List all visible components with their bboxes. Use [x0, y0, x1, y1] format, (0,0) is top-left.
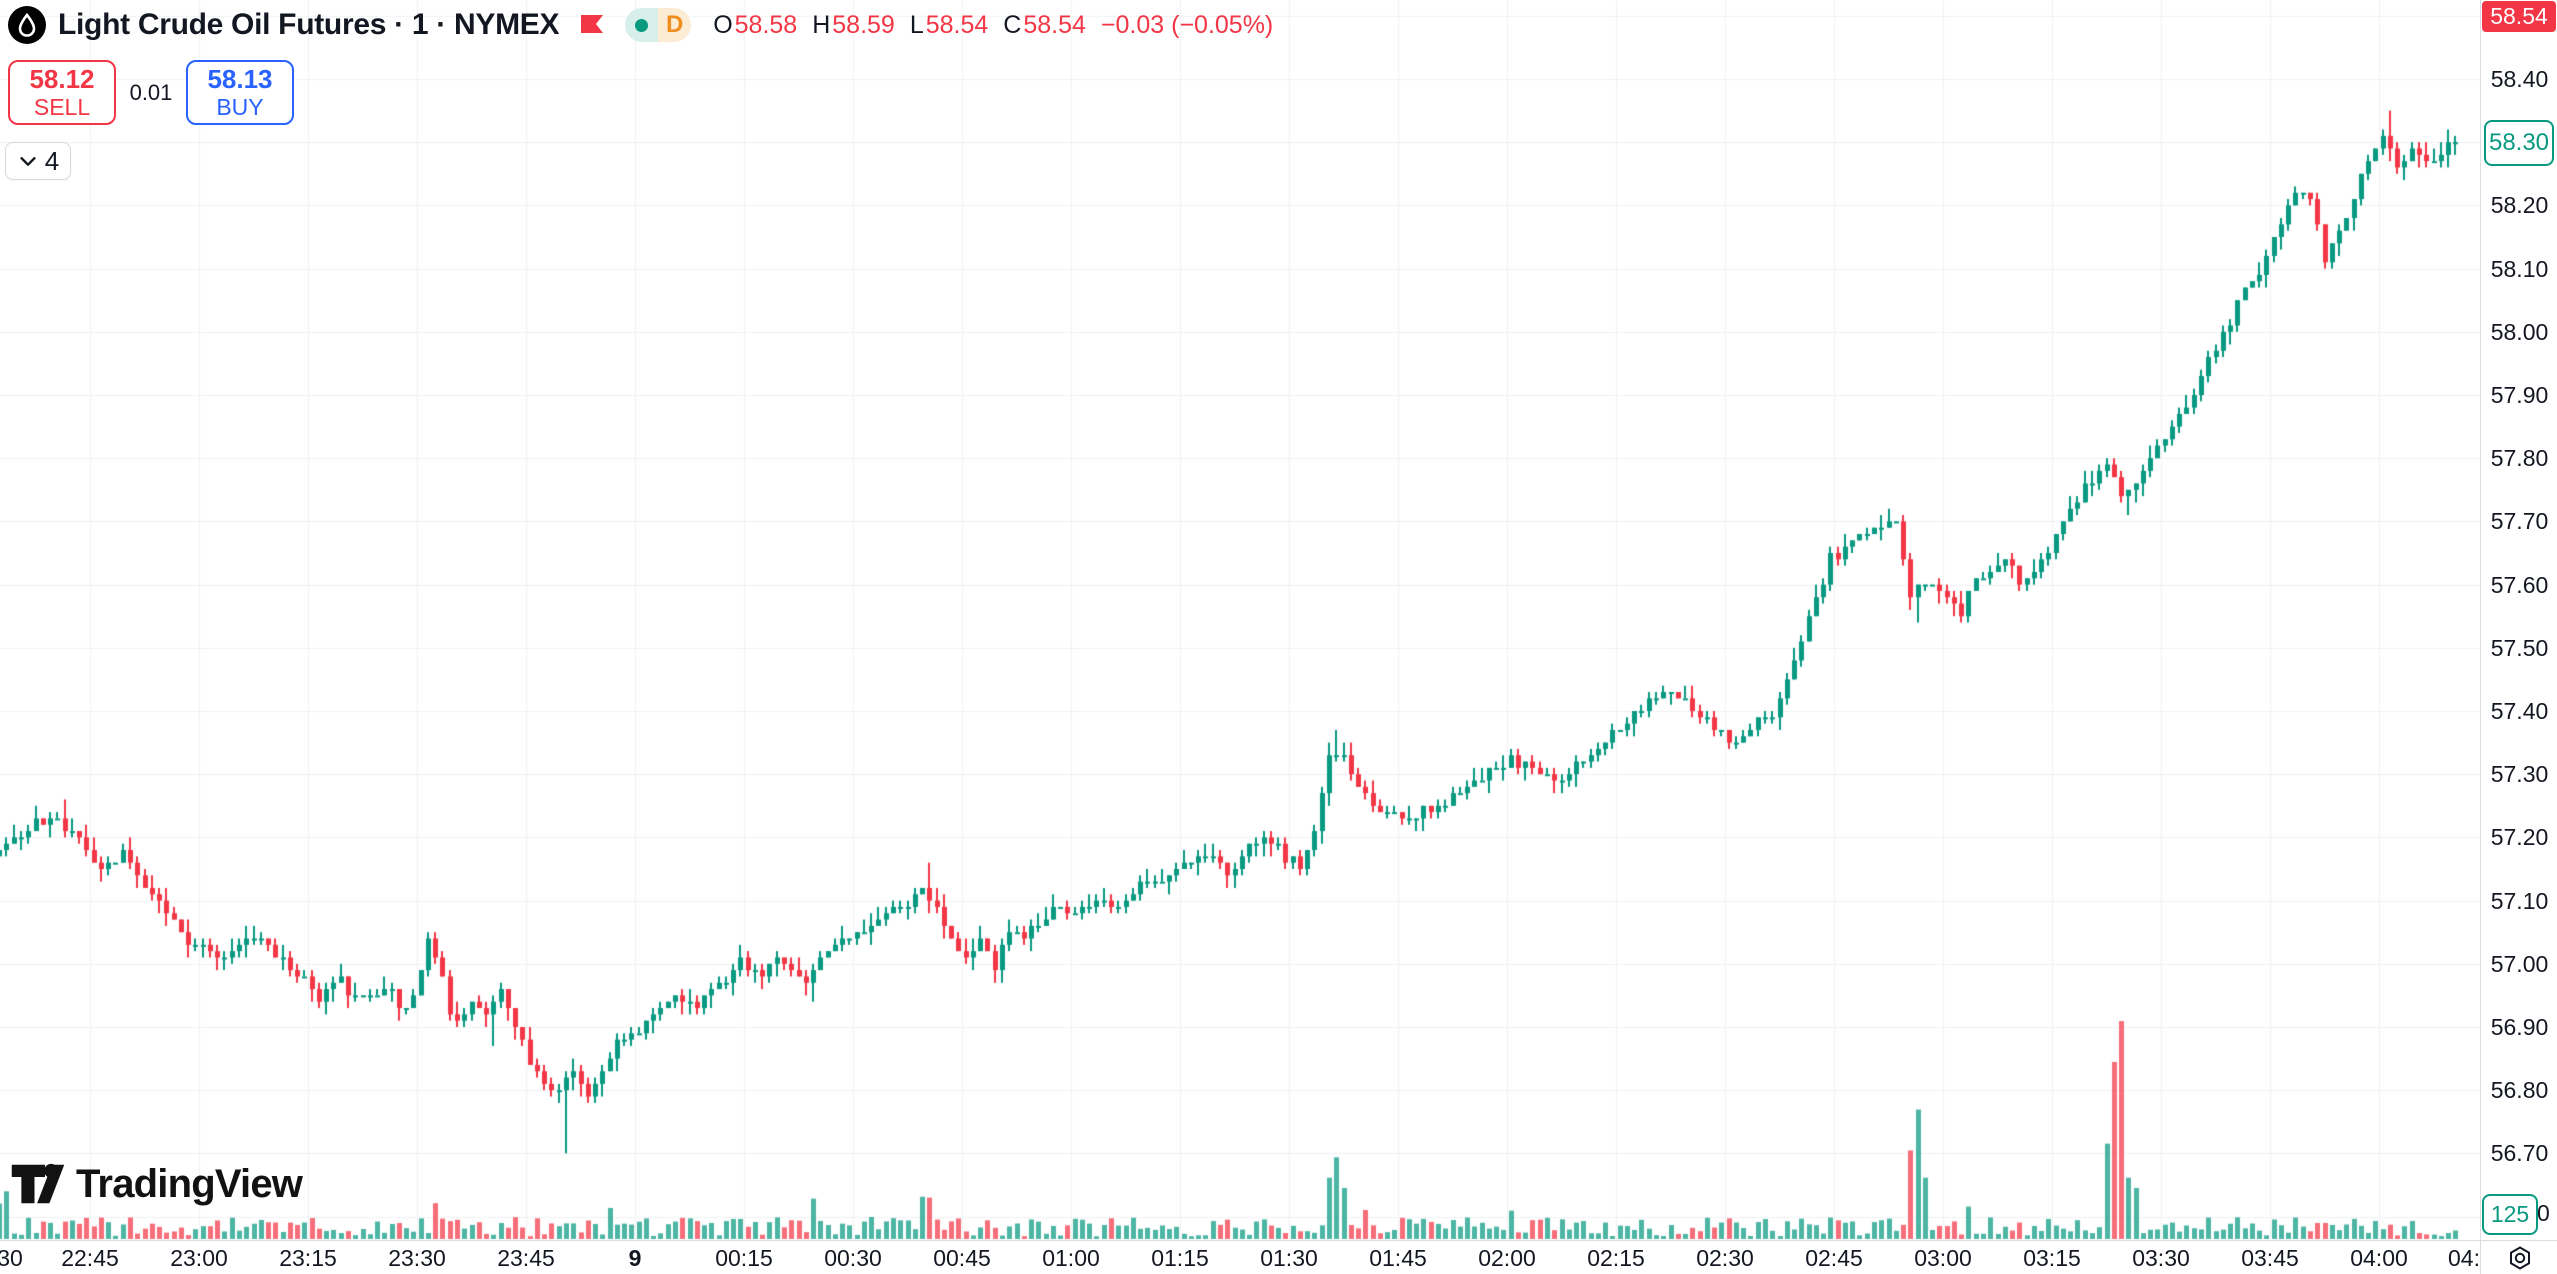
price-chart-canvas[interactable]	[0, 0, 2480, 1240]
price-tick-label: 57.80	[2490, 445, 2549, 472]
time-tick-label: 04:00	[2350, 1245, 2408, 1271]
time-tick-label: 23:45	[497, 1245, 555, 1271]
time-tick-label: 23:30	[388, 1245, 446, 1271]
time-tick-label: 01:15	[1151, 1245, 1209, 1271]
time-tick-label: 02:00	[1478, 1245, 1536, 1271]
time-tick-label: 03:30	[2132, 1245, 2190, 1271]
time-tick-label: 9	[628, 1245, 642, 1271]
time-tick-label: 01:00	[1042, 1245, 1100, 1271]
market-status-pill[interactable]: D	[625, 8, 692, 42]
time-tick-label: 04:	[2448, 1245, 2480, 1271]
market-open-dot-icon	[635, 18, 649, 32]
ohlc-legend: O 58.58 H 58.59 L 58.54 C 58.54 −0.03 (−0.05…	[713, 11, 1273, 40]
price-axis[interactable]: 56.70 56.80 56.90 57.00 57.10 57.20 57.30 57.40…	[2480, 0, 2557, 1240]
time-tick-label: 03:00	[1914, 1245, 1972, 1271]
trade-panel: 58.12 SELL 0.01 58.13 BUY	[0, 60, 294, 125]
time-tick-label: 02:15	[1587, 1245, 1645, 1271]
time-axis[interactable]: 30 22:45 23:00 23:15 23:30 23:45 9 00:15 00:30 00…	[0, 1240, 2480, 1274]
open-label: O	[713, 10, 733, 39]
time-tick-label: 01:30	[1260, 1245, 1318, 1271]
low-value: 58.54	[925, 10, 989, 39]
symbol-title[interactable]: Light Crude Oil Futures · 1 · NYMEX	[58, 8, 560, 41]
chevron-down-icon	[17, 150, 39, 172]
flag-icon[interactable]	[577, 10, 607, 40]
marked-price-label: 58.30	[2484, 120, 2554, 166]
market-open-indicator	[625, 8, 659, 42]
price-tick-label: 57.00	[2490, 950, 2549, 977]
low-label: L	[909, 10, 924, 39]
close-label: C	[1003, 10, 1022, 39]
price-tick-label: 56.70	[2490, 1140, 2549, 1167]
time-tick-label: 00:15	[715, 1245, 773, 1271]
sell-price: 58.12	[29, 63, 95, 94]
price-tick-label: 58.40	[2490, 66, 2549, 92]
time-tick-label: 03:45	[2241, 1245, 2299, 1271]
tradingview-wordmark: TradingView	[76, 1161, 303, 1206]
last-price-badge: 58.54	[2482, 1, 2556, 32]
price-tick-label: 56.90	[2490, 1014, 2549, 1040]
sell-button[interactable]: 58.12 SELL	[8, 60, 116, 125]
change-value: −0.03 (−0.05%)	[1100, 10, 1274, 39]
buy-price: 58.13	[207, 63, 273, 94]
time-tick-label: 02:45	[1805, 1245, 1863, 1271]
price-tick-label: 58.20	[2490, 192, 2549, 219]
delayed-data-indicator: D	[658, 8, 692, 42]
price-tick-label: 57.90	[2490, 382, 2549, 408]
buy-label: BUY	[216, 94, 264, 121]
time-tick-label: 03:15	[2023, 1245, 2081, 1271]
price-tick-label: 58.00	[2490, 318, 2549, 345]
price-tick-label: 57.40	[2490, 698, 2549, 724]
price-tick-label: 57.30	[2490, 761, 2549, 788]
price-tick-label: 56.80	[2490, 1077, 2549, 1104]
price-tick-label: 57.10	[2490, 887, 2549, 914]
volume-value-label: 125	[2482, 1194, 2538, 1235]
time-tick-label: 00:30	[824, 1245, 882, 1271]
gear-icon	[2507, 1245, 2533, 1271]
time-tick-label: 22:45	[61, 1245, 119, 1271]
drawings-count: 4	[44, 145, 60, 176]
time-tick-label: 30	[0, 1245, 23, 1271]
open-value: 58.58	[734, 10, 798, 39]
price-tick-label: 57.50	[2490, 634, 2549, 661]
price-tick-label: 57.20	[2490, 824, 2549, 851]
high-value: 58.59	[832, 10, 895, 39]
price-tick-label: 57.60	[2490, 571, 2549, 598]
time-tick-label: 23:15	[279, 1245, 337, 1271]
volume-zero-label: 0	[2537, 1200, 2550, 1226]
tradingview-logo-icon	[10, 1160, 66, 1208]
time-tick-label: 01:45	[1369, 1245, 1427, 1271]
time-tick-label: 00:45	[933, 1245, 991, 1271]
price-tick-label: 58.10	[2490, 255, 2549, 282]
time-tick-label: 23:00	[170, 1245, 228, 1271]
spread-value: 0.01	[129, 79, 173, 105]
high-label: H	[812, 10, 831, 39]
close-value: 58.54	[1023, 10, 1086, 39]
time-tick-label: 02:30	[1696, 1245, 1754, 1271]
axis-settings-button[interactable]	[2480, 1240, 2557, 1274]
oil-drop-logo-icon	[8, 6, 46, 44]
sell-label: SELL	[33, 94, 91, 121]
buy-button[interactable]: 58.13 BUY	[186, 60, 294, 125]
drawings-dropdown[interactable]: 4	[5, 142, 71, 180]
tradingview-watermark[interactable]: TradingView	[10, 1160, 303, 1208]
price-tick-label: 57.70	[2490, 508, 2549, 535]
